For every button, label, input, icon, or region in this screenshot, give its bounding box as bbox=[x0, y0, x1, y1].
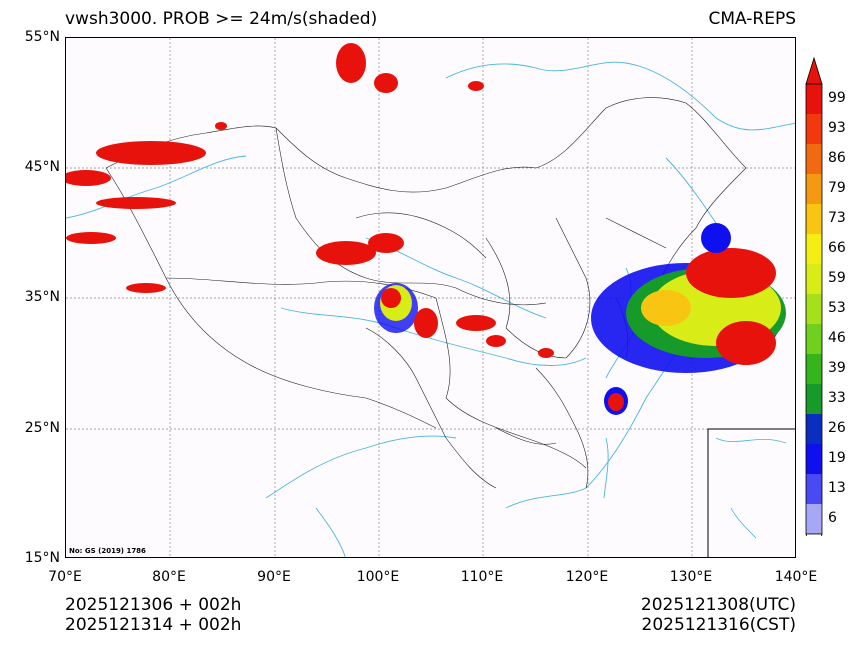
colorbar-segment bbox=[806, 474, 822, 504]
valid-cst: 2025121316(CST) bbox=[641, 615, 796, 635]
colorbar-tick-label: 33 bbox=[828, 390, 846, 406]
valid-utc: 2025121308(UTC) bbox=[640, 595, 796, 615]
colorbar-segment bbox=[806, 384, 822, 414]
lat-label-45: 45°N bbox=[24, 159, 60, 175]
init-cst: 2025121314 + 002h bbox=[65, 615, 242, 635]
colorbar-tick-label: 19 bbox=[828, 450, 846, 466]
model-name: CMA-REPS bbox=[708, 9, 796, 29]
colorbar-tick-label: 26 bbox=[828, 420, 846, 436]
colorbar-segment bbox=[806, 504, 822, 534]
lon-label-80: 80°E bbox=[152, 569, 186, 585]
colorbar-segment bbox=[806, 84, 822, 114]
colorbar-tick-label: 99 bbox=[828, 90, 846, 106]
colorbar-segment bbox=[806, 444, 822, 474]
lon-label-70: 70°E bbox=[48, 569, 82, 585]
colorbar-tick-label: 93 bbox=[828, 120, 846, 136]
lon-label-130: 130°E bbox=[669, 569, 713, 585]
prob-patches bbox=[66, 43, 786, 415]
lat-label-15: 15°N bbox=[24, 550, 60, 566]
colorbar-tick-label: 59 bbox=[828, 270, 846, 286]
colorbar bbox=[805, 56, 823, 536]
map-svg bbox=[66, 38, 795, 557]
lat-label-25: 25°N bbox=[24, 420, 60, 436]
colorbar-tick-label: 79 bbox=[828, 180, 846, 196]
lon-label-90: 90°E bbox=[257, 569, 291, 585]
colorbar-segment bbox=[806, 324, 822, 354]
colorbar-segment bbox=[806, 144, 822, 174]
colorbar-tick-label: 53 bbox=[828, 300, 846, 316]
init-time-block: 2025121306 + 002h 2025121314 + 002h bbox=[65, 595, 241, 635]
colorbar-tick-label: 6 bbox=[828, 510, 837, 526]
colorbar-tick-label: 73 bbox=[828, 210, 846, 226]
colorbar-tick-label: 39 bbox=[828, 360, 846, 376]
lon-label-100: 100°E bbox=[356, 569, 400, 585]
map-panel: No: GS (2019) 1786 bbox=[65, 37, 796, 558]
lat-label-35: 35°N bbox=[24, 289, 60, 305]
lon-label-120: 120°E bbox=[565, 569, 609, 585]
valid-time-block: 2025121308(UTC) 2025121316(CST) bbox=[641, 595, 796, 635]
colorbar-top-arrow bbox=[805, 56, 823, 85]
colorbar-segment bbox=[806, 264, 822, 294]
colorbar-tick-label: 86 bbox=[828, 150, 846, 166]
colorbar-tick-label: 46 bbox=[828, 330, 846, 346]
lat-label-55: 55°N bbox=[24, 29, 60, 45]
colorbar-segment bbox=[806, 234, 822, 264]
borders bbox=[105, 97, 747, 489]
colorbar-bottom-arrow bbox=[805, 533, 823, 536]
init-utc: 2025121306 + 002h bbox=[65, 595, 242, 615]
colorbar-segment bbox=[806, 354, 822, 384]
lon-label-110: 110°E bbox=[460, 569, 504, 585]
colorbar-segment bbox=[806, 204, 822, 234]
chart-title: vwsh3000. PROB >= 24m/s(shaded) bbox=[65, 9, 378, 29]
colorbar-tick-label: 13 bbox=[828, 480, 846, 496]
colorbar-tick-label: 66 bbox=[828, 240, 846, 256]
colorbar-segment bbox=[806, 414, 822, 444]
south-china-sea-inset bbox=[707, 428, 795, 557]
colorbar-segment bbox=[806, 294, 822, 324]
colorbar-segment bbox=[806, 114, 822, 144]
colorbar-segment bbox=[806, 174, 822, 204]
lon-label-140: 140°E bbox=[774, 569, 818, 585]
approval-number: No: GS (2019) 1786 bbox=[69, 547, 146, 555]
